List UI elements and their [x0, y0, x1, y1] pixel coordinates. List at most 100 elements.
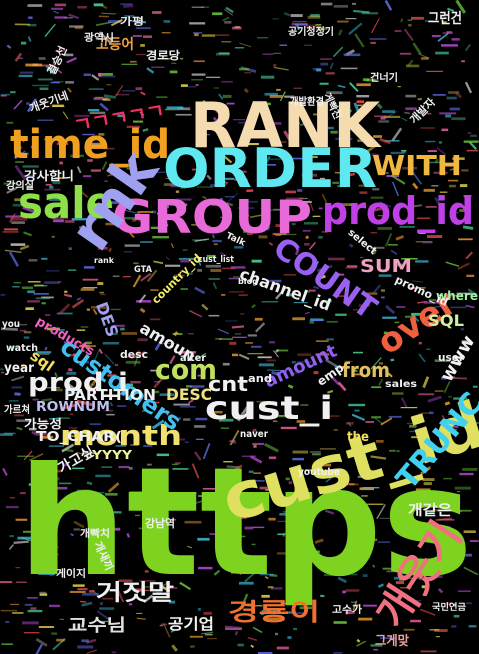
noise-speck: [116, 588, 125, 603]
noise-speck: [82, 592, 99, 596]
noise-speck: [189, 310, 203, 318]
noise-speck: [312, 453, 321, 456]
noise-speck: [229, 291, 245, 293]
noise-speck: [411, 312, 423, 316]
noise-speck: [350, 116, 362, 129]
noise-speck: [351, 413, 366, 421]
noise-speck: [170, 629, 176, 633]
noise-speck: [288, 481, 292, 485]
noise-speck: [19, 329, 27, 332]
noise-speck: [144, 475, 159, 478]
noise-speck: [173, 274, 185, 277]
noise-speck: [461, 60, 465, 63]
noise-speck: [429, 411, 434, 415]
noise-speck: [8, 544, 14, 550]
noise-speck: [124, 209, 141, 215]
noise-speck: [427, 150, 437, 152]
noise-speck: [304, 290, 310, 293]
noise-speck: [356, 638, 361, 643]
noise-speck: [44, 548, 54, 554]
noise-speck: [403, 628, 415, 631]
noise-speck: [407, 59, 414, 67]
noise-speck: [247, 353, 264, 355]
noise-speck: [102, 342, 120, 345]
noise-speck: [115, 93, 130, 96]
noise-speck: [212, 12, 223, 16]
noise-speck: [194, 425, 206, 428]
noise-speck: [451, 117, 466, 121]
noise-speck: [13, 281, 21, 284]
noise-speck: [296, 420, 306, 423]
noise-speck: [68, 368, 73, 372]
noise-speck: [257, 356, 272, 359]
noise-speck: [447, 429, 457, 431]
noise-speck: [422, 376, 430, 389]
noise-speck: [304, 243, 310, 246]
word-user: user: [438, 351, 465, 364]
noise-speck: [221, 267, 236, 270]
noise-speck: [230, 534, 235, 537]
noise-speck: [10, 91, 16, 94]
noise-speck: [372, 188, 380, 191]
noise-speck: [320, 2, 333, 6]
noise-speck: [374, 417, 384, 425]
noise-speck: [130, 60, 137, 63]
word-where: where: [436, 289, 478, 303]
noise-speck: [188, 86, 196, 88]
noise-speck: [46, 545, 60, 548]
noise-speck: [201, 6, 209, 8]
noise-speck: [461, 340, 471, 343]
noise-speck: [76, 297, 82, 301]
noise-speck: [96, 610, 111, 622]
noise-speck: [353, 604, 359, 607]
noise-speck: [402, 151, 406, 153]
noise-speck: [263, 169, 268, 173]
noise-speck: [394, 519, 404, 522]
noise-speck: [198, 495, 206, 497]
noise-speck: [309, 321, 315, 324]
noise-speck: [15, 161, 24, 163]
noise-speck: [53, 219, 64, 223]
noise-speck: [85, 341, 92, 345]
noise-speck: [129, 491, 144, 493]
noise-speck: [164, 108, 178, 111]
noise-speck: [172, 333, 183, 335]
noise-speck: [305, 311, 310, 315]
noise-speck: [38, 572, 56, 575]
noise-speck: [467, 132, 472, 134]
noise-speck: [222, 497, 238, 501]
noise-speck: [273, 208, 284, 211]
noise-speck: [311, 155, 318, 159]
noise-speck: [418, 53, 430, 59]
noise-speck: [195, 254, 202, 266]
noise-speck: [308, 199, 314, 212]
word-gareuchyeo: 가르쳐: [4, 405, 31, 416]
noise-speck: [65, 354, 77, 357]
noise-speck: [67, 392, 81, 394]
noise-speck: [169, 355, 176, 365]
noise-speck: [244, 200, 258, 203]
noise-speck: [381, 296, 385, 299]
noise-speck: [369, 206, 387, 213]
noise-speck: [97, 72, 102, 78]
noise-speck: [288, 157, 303, 160]
noise-speck: [294, 248, 300, 256]
noise-speck: [98, 31, 113, 45]
noise-speck: [69, 413, 74, 415]
noise-speck: [88, 88, 104, 90]
noise-speck: [296, 361, 312, 363]
noise-speck: [42, 418, 48, 423]
noise-speck: [90, 169, 101, 172]
noise-speck: [221, 80, 233, 83]
noise-speck: [5, 506, 19, 509]
noise-speck: [276, 646, 289, 650]
noise-speck: [51, 632, 58, 635]
noise-speck: [159, 625, 163, 627]
noise-speck: [259, 573, 274, 576]
noise-speck: [244, 143, 259, 146]
noise-speck: [25, 63, 43, 67]
noise-speck: [169, 70, 178, 74]
noise-speck: [193, 60, 205, 63]
noise-speck: [346, 172, 356, 177]
noise-speck: [99, 602, 103, 606]
